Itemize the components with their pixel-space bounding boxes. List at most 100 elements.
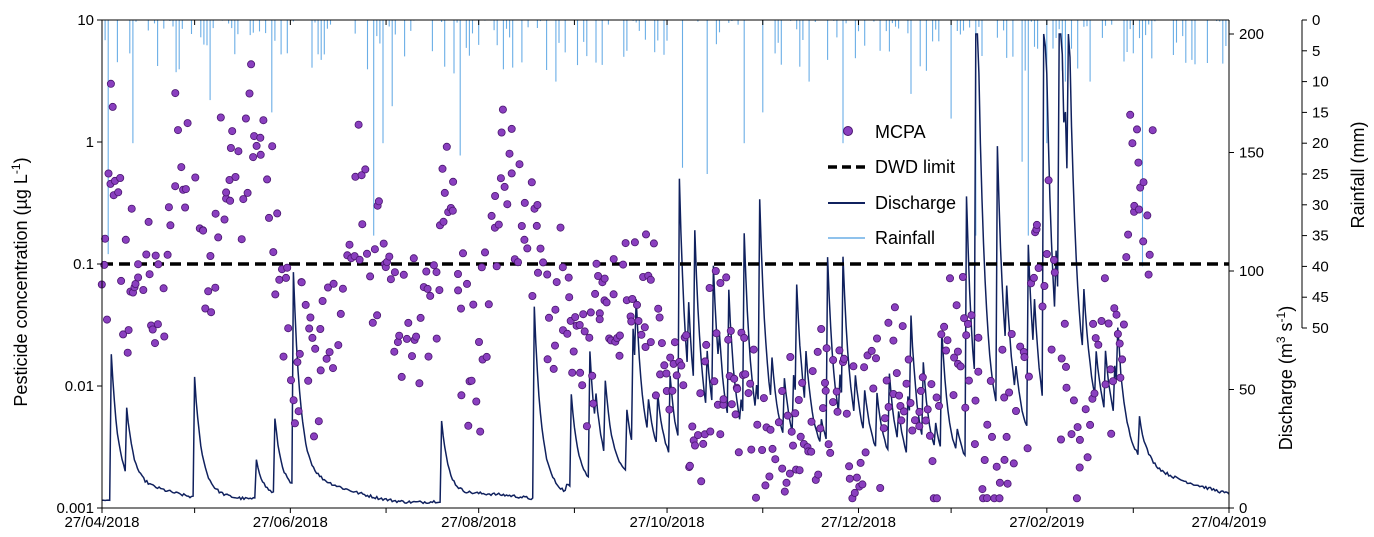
mcpa-point xyxy=(336,309,345,318)
mcpa-point xyxy=(1104,319,1113,328)
mcpa-point xyxy=(183,119,192,128)
mcpa-point xyxy=(308,333,317,342)
mcpa-point xyxy=(500,182,509,191)
mcpa-point xyxy=(716,430,725,439)
mcpa-point xyxy=(609,290,618,299)
mcpa-point xyxy=(543,355,552,364)
mcpa-point xyxy=(575,320,584,329)
mcpa-point xyxy=(962,331,971,340)
mcpa-point xyxy=(545,313,554,322)
mcpa-point xyxy=(345,240,354,249)
mcpa-point xyxy=(869,384,878,393)
mcpa-point xyxy=(798,378,807,387)
mcpa-point xyxy=(655,313,664,322)
mcpa-point xyxy=(592,259,601,268)
mcpa-point xyxy=(992,462,1001,471)
mcpa-point xyxy=(206,251,215,260)
mcpa-point xyxy=(640,323,649,332)
mcpa-point xyxy=(328,364,337,373)
mcpa-point xyxy=(971,396,980,405)
mcpa-point xyxy=(191,173,200,182)
mcpa-point xyxy=(309,432,318,441)
mcpa-point xyxy=(273,209,282,218)
mcpa-point xyxy=(154,260,163,269)
discharge-line xyxy=(101,33,1230,505)
mcpa-point xyxy=(960,314,969,323)
y-left-tick-label: 0.001 xyxy=(56,500,94,517)
mcpa-point xyxy=(564,273,573,282)
mcpa-point xyxy=(600,274,609,283)
mcpa-point xyxy=(543,270,552,279)
mcpa-point xyxy=(171,89,180,98)
mcpa-point xyxy=(438,164,447,173)
mcpa-point xyxy=(1020,353,1029,362)
mcpa-point xyxy=(884,402,893,411)
mcpa-point xyxy=(171,182,180,191)
x-tick-label: 27/06/2018 xyxy=(253,514,328,531)
mcpa-point xyxy=(860,363,869,372)
mcpa-point xyxy=(101,234,110,243)
mcpa-point xyxy=(404,318,413,327)
mcpa-point xyxy=(621,239,630,248)
mcpa-point xyxy=(807,417,816,426)
mcpa-point xyxy=(898,322,907,331)
mcpa-point xyxy=(778,386,787,395)
x-tick-label: 27/02/2019 xyxy=(1009,514,1084,531)
mcpa-point xyxy=(295,349,304,358)
mcpa-point xyxy=(429,261,438,270)
mcpa-point xyxy=(395,331,404,340)
mcpa-point xyxy=(619,260,628,269)
mcpa-point xyxy=(523,244,532,253)
mcpa-point xyxy=(164,203,173,212)
mcpa-point xyxy=(100,260,109,269)
mcpa-point xyxy=(787,427,796,436)
mcpa-point xyxy=(918,373,927,382)
mcpa-point xyxy=(415,379,424,388)
mcpa-point xyxy=(507,124,516,133)
legend: MCPA DWD limit Discharge Rainfall xyxy=(828,122,956,248)
mcpa-point xyxy=(207,308,216,317)
y-right-rainfall-axis-title: Rainfall (mm) xyxy=(1348,121,1368,228)
mcpa-point xyxy=(789,441,798,450)
y-right-discharge-tick-label: 200 xyxy=(1239,26,1264,43)
mcpa-point xyxy=(711,266,720,275)
mcpa-point xyxy=(368,318,377,327)
mcpa-point xyxy=(808,367,817,376)
mcpa-point xyxy=(895,391,904,400)
mcpa-point xyxy=(121,235,130,244)
mcpa-point xyxy=(699,439,708,448)
mcpa-point xyxy=(654,304,663,313)
mcpa-point xyxy=(761,481,770,490)
y-right-rainfall-tick-label: 20 xyxy=(1312,135,1329,152)
mcpa-point xyxy=(731,410,740,419)
mcpa-point xyxy=(1060,319,1069,328)
mcpa-series xyxy=(97,60,1157,503)
mcpa-point xyxy=(706,427,715,436)
mcpa-point xyxy=(454,286,463,295)
mcpa-point xyxy=(124,326,133,335)
mcpa-point xyxy=(476,427,485,436)
mcpa-point xyxy=(1118,355,1127,364)
mcpa-point xyxy=(589,399,598,408)
mcpa-point xyxy=(879,424,888,433)
mcpa-point xyxy=(578,381,587,390)
mcpa-point xyxy=(691,441,700,450)
mcpa-point xyxy=(256,150,265,159)
mcpa-point xyxy=(701,357,710,366)
mcpa-point xyxy=(487,211,496,220)
mcpa-point xyxy=(980,455,989,464)
mcpa-point xyxy=(842,409,851,418)
mcpa-point xyxy=(104,169,113,178)
mcpa-point xyxy=(795,466,804,475)
mcpa-point xyxy=(1086,420,1095,429)
mcpa-point xyxy=(269,248,278,257)
mcpa-point xyxy=(753,420,762,429)
mcpa-point xyxy=(861,448,870,457)
mcpa-point xyxy=(222,188,231,197)
mcpa-point xyxy=(1119,320,1128,329)
mcpa-point xyxy=(670,338,679,347)
mcpa-point xyxy=(774,418,783,427)
mcpa-point xyxy=(915,422,924,431)
y-right-rainfall-tick-label: 35 xyxy=(1312,228,1329,245)
mcpa-point xyxy=(362,249,371,258)
